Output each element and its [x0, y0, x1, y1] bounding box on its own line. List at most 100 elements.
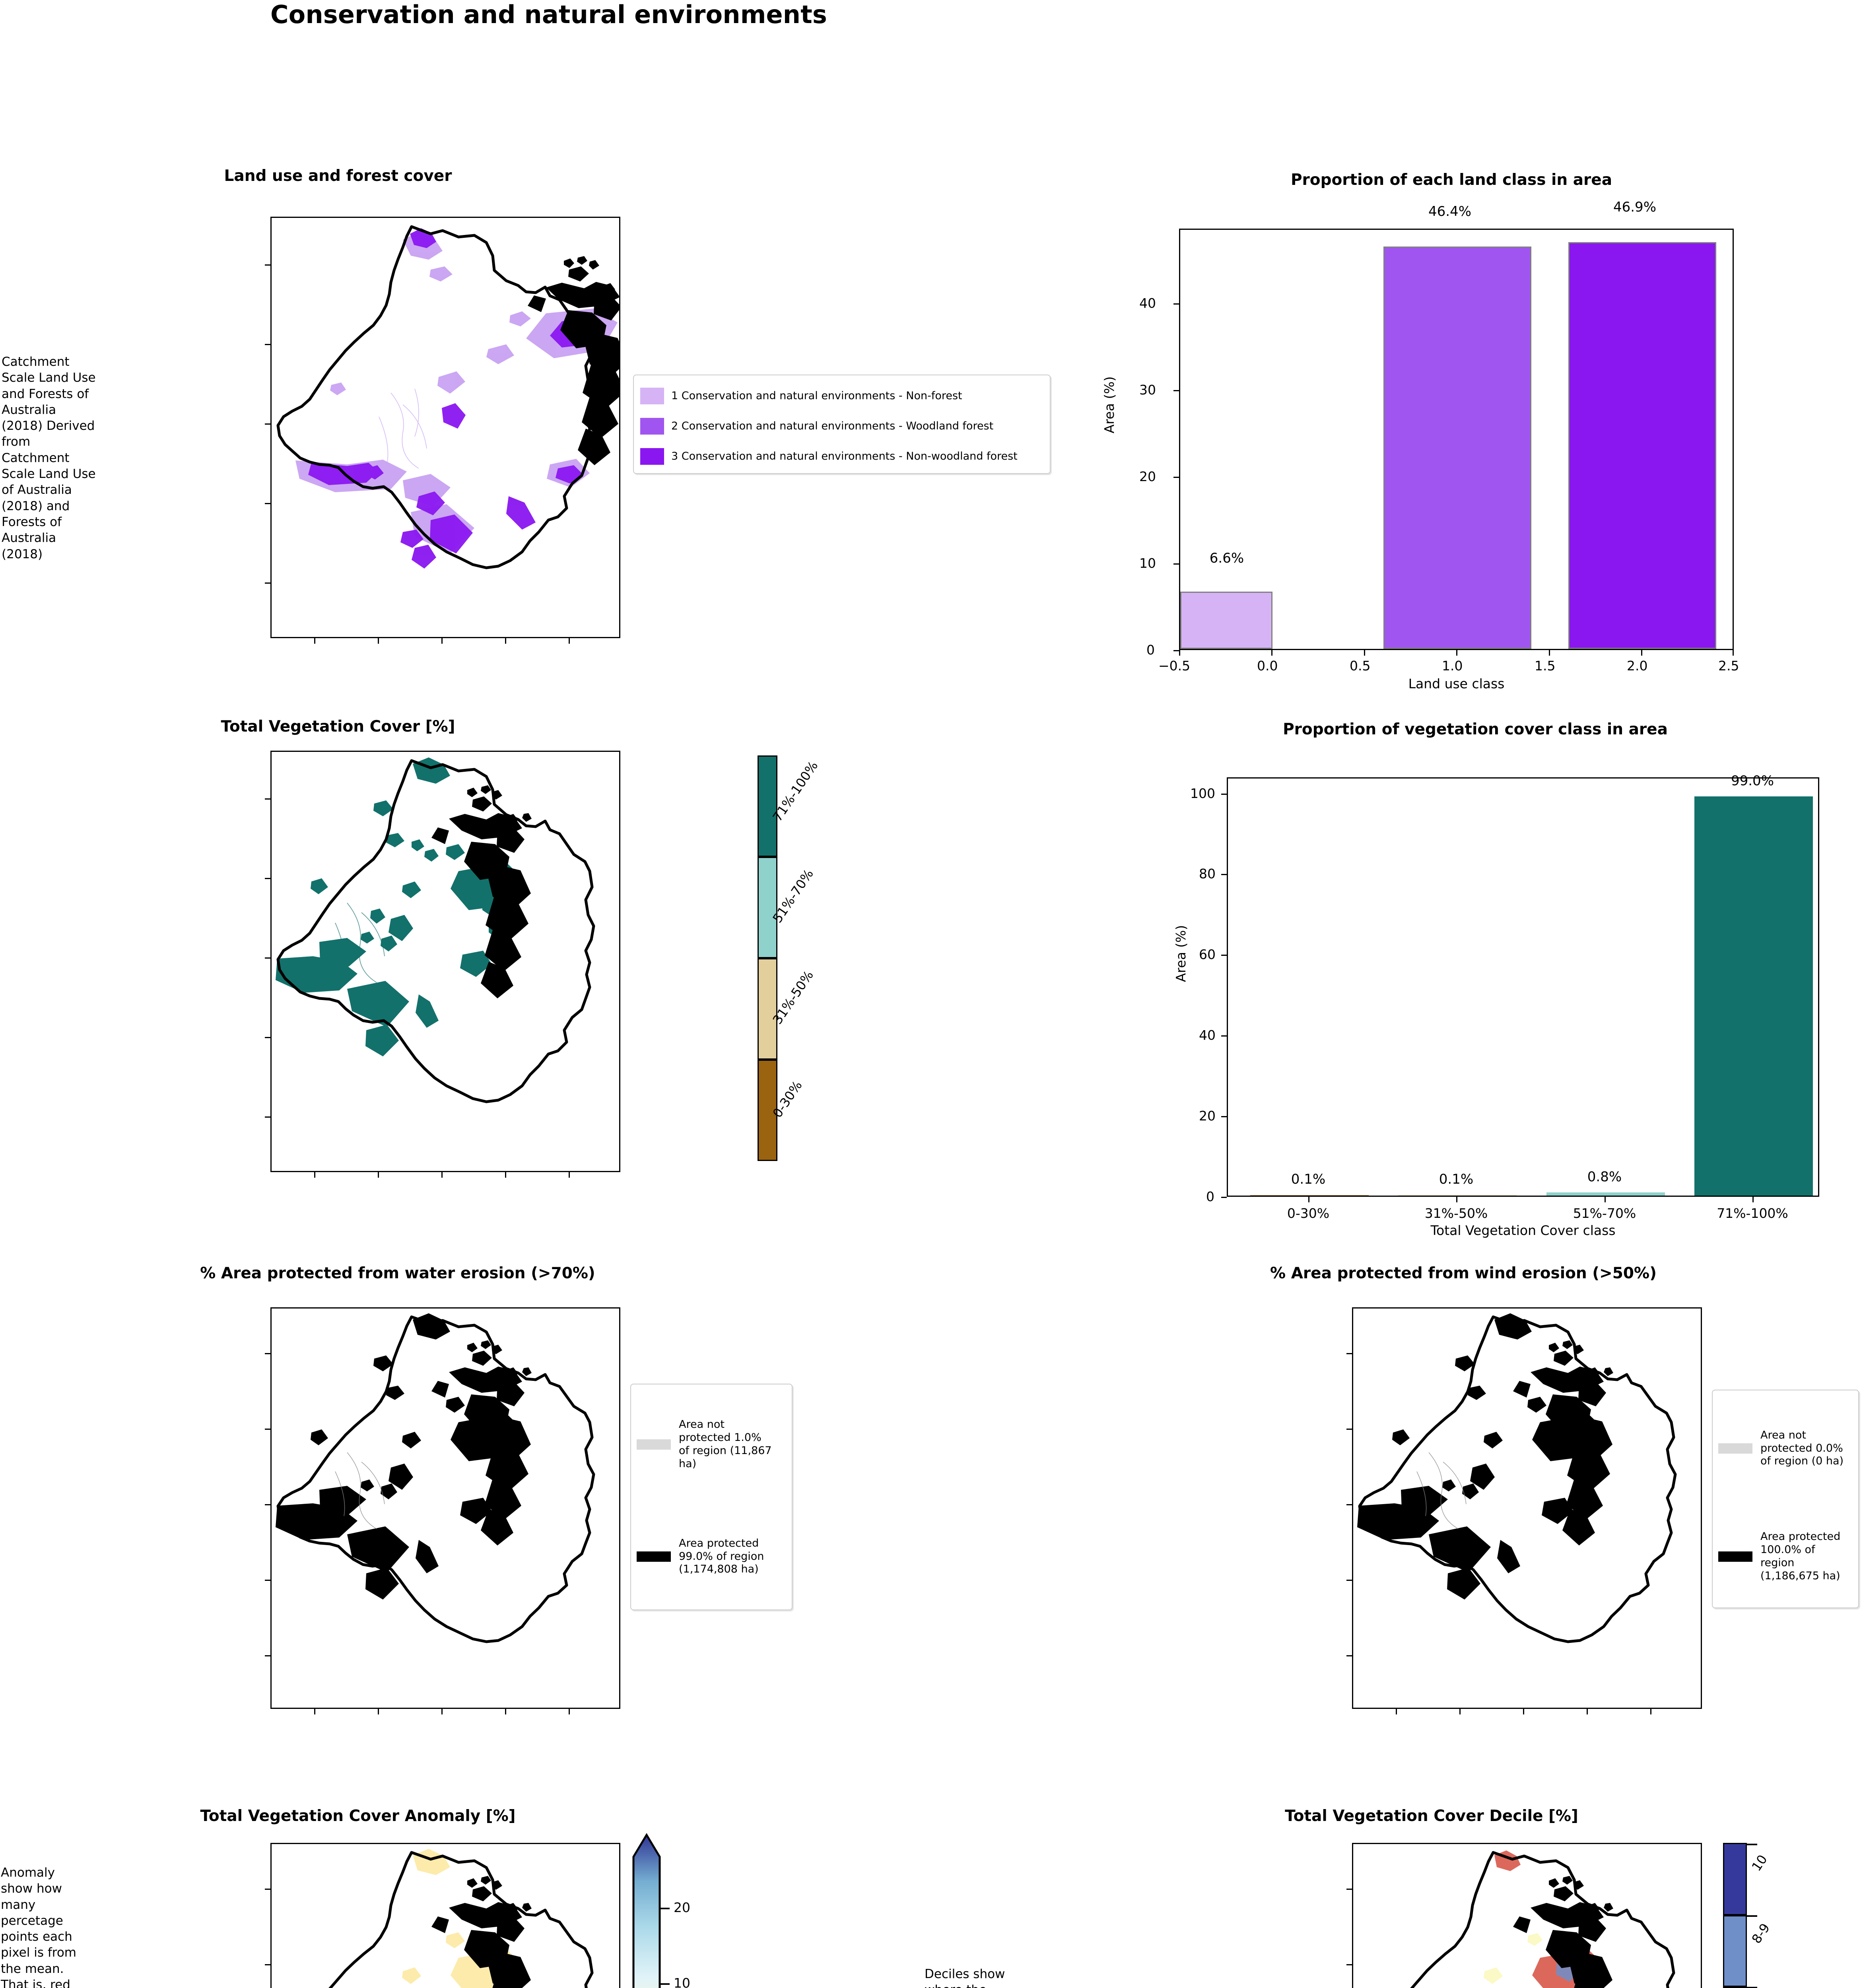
- legend-item: Area protected 100.0% of region (1,186,6…: [1718, 1503, 1853, 1611]
- legend-item: Area not protected 0.0% of region (0 ha): [1718, 1394, 1853, 1503]
- veg-cover-colorbar: 71%-100% 51%-70% 31%-50% 0-30%: [758, 755, 821, 1161]
- decile-map: [1352, 1843, 1702, 1988]
- bar-veg-class-1: [1398, 1195, 1517, 1196]
- veg-class-chart-title: Proportion of vegetation cover class in …: [1283, 720, 1668, 738]
- catchment-boundary: [276, 225, 595, 569]
- land-class-chart: [1179, 229, 1734, 650]
- xtick-0.0: 0.0: [1257, 658, 1278, 674]
- anomaly-tick-20: 20: [674, 1900, 690, 1915]
- anomaly-map-title: Total Vegetation Cover Anomaly [%]: [200, 1807, 516, 1825]
- ytick-10: 10: [1139, 555, 1156, 571]
- bar-label-veg-class-0: 0.1%: [1291, 1171, 1326, 1187]
- catchment-boundary: [276, 759, 595, 1103]
- decile-label-10: 10: [1748, 1852, 1770, 1874]
- anomaly-map-ticks: [265, 1843, 620, 1988]
- ytick-30: 30: [1139, 382, 1156, 398]
- ytick-20: 20: [1139, 469, 1156, 484]
- ytick-60: 60: [1199, 947, 1216, 962]
- legend-swatch-woodland-forest: [640, 418, 664, 435]
- veg-class-chart: [1227, 777, 1819, 1197]
- land-use-map: [270, 217, 620, 638]
- bar-veg-class-3: [1694, 796, 1813, 1196]
- bar-label-land-class-1: 46.4%: [1428, 204, 1471, 219]
- legend-label: Area not protected 0.0% of region (0 ha): [1760, 1429, 1844, 1468]
- water-erosion-map: [270, 1307, 620, 1709]
- legend-item: 3 Conservation and natural environments …: [640, 441, 1043, 472]
- legend-swatch-not-protected: [1718, 1443, 1752, 1454]
- xtick-1.5: 1.5: [1535, 658, 1556, 674]
- colorbar-band-31-50: [758, 958, 777, 1060]
- xtick-51-70: 51%-70%: [1573, 1206, 1636, 1221]
- ytick-100: 100: [1190, 786, 1215, 801]
- legend-item: Area not protected 1.0% of region (11,86…: [637, 1388, 786, 1501]
- legend-swatch-non-woodland-forest: [640, 448, 664, 465]
- water-erosion-map-title: % Area protected from water erosion (>70…: [200, 1264, 595, 1282]
- veg-class-chart-axes: 0 20 40 60 80 100 0-30% 31%-50% 51%-70% …: [1190, 777, 1819, 1221]
- wind-erosion-map-ticks: [1346, 1307, 1702, 1714]
- anomaly-colorbar: 20 10 0 −10 −20: [631, 1833, 735, 1988]
- catchment-boundary: [1410, 1851, 1675, 1988]
- anomaly-map-canvas: [328, 1849, 594, 1988]
- colorbar-band-0-30: [758, 1060, 777, 1161]
- decile-map-note: Deciles show where the pixel value lies …: [925, 1967, 1005, 1988]
- veg-cover-map-title: Total Vegetation Cover [%]: [221, 718, 455, 736]
- decile-map-ticks: [1346, 1843, 1702, 1988]
- bar-land-class-0: [1180, 592, 1272, 649]
- bar-veg-class-0: [1250, 1195, 1369, 1196]
- legend-item: Area protected 99.0% of region (1,174,80…: [637, 1501, 786, 1613]
- land-class-chart-axes: 0 10 20 30 40 −0.5 0.0 0.5 1.0 1.5 2.0 2…: [1139, 229, 1739, 674]
- bar-land-class-2: [1568, 242, 1716, 649]
- ytick-0: 0: [1146, 642, 1155, 658]
- wind-erosion-map: [1352, 1307, 1702, 1709]
- colorbar-band-4-7: [1723, 1987, 1747, 1988]
- xtick-2.5: 2.5: [1718, 658, 1739, 674]
- catchment-boundary: [328, 1851, 594, 1988]
- legend-swatch-protected: [1718, 1551, 1752, 1562]
- xtick-71-100: 71%-100%: [1717, 1206, 1788, 1221]
- wind-erosion-map-title: % Area protected from wind erosion (>50%…: [1270, 1264, 1657, 1282]
- bar-label-land-class-2: 46.9%: [1613, 199, 1656, 215]
- colorbar-band-10: [1723, 1843, 1747, 1915]
- catchment-boundary: [1358, 1315, 1677, 1643]
- legend-swatch-non-forest: [640, 388, 664, 404]
- bar-veg-class-2: [1546, 1192, 1665, 1196]
- ytick-0: 0: [1206, 1189, 1214, 1204]
- veg-class-chart-xlabel: Total Vegetation Cover class: [1430, 1223, 1616, 1238]
- legend-swatch-protected: [637, 1551, 671, 1562]
- legend-label: 2 Conservation and natural environments …: [671, 419, 994, 432]
- land-use-map-ticks: [265, 217, 620, 644]
- bar-label-veg-class-1: 0.1%: [1439, 1171, 1474, 1187]
- ytick-40: 40: [1199, 1027, 1216, 1043]
- veg-cover-map-canvas: [276, 757, 595, 1103]
- anomaly-tick-10: 10: [674, 1975, 690, 1988]
- legend-swatch-not-protected: [637, 1439, 671, 1450]
- wind-erosion-map-canvas: [1357, 1313, 1677, 1643]
- wind-erosion-legend: Area not protected 0.0% of region (0 ha)…: [1712, 1390, 1859, 1608]
- veg-cover-map: [270, 751, 620, 1172]
- xtick-0-30: 0-30%: [1287, 1206, 1330, 1221]
- land-use-map-note: Catchment Scale Land Use and Forests of …: [2, 355, 96, 561]
- land-class-chart-title: Proportion of each land class in area: [1290, 171, 1612, 189]
- xtick--0.5: −0.5: [1158, 658, 1191, 674]
- legend-item: 1 Conservation and natural environments …: [640, 381, 1043, 411]
- land-use-map-title: Land use and forest cover: [224, 167, 452, 185]
- bar-label-veg-class-2: 0.8%: [1587, 1169, 1622, 1185]
- water-erosion-legend: Area not protected 1.0% of region (11,86…: [630, 1384, 793, 1610]
- page-title: Conservation and natural environments: [270, 0, 828, 29]
- ytick-20: 20: [1199, 1108, 1216, 1124]
- land-use-legend: 1 Conservation and natural environments …: [633, 375, 1051, 474]
- decile-map-canvas: [1410, 1850, 1675, 1988]
- veg-class-chart-ylabel: Area (%): [1173, 925, 1189, 982]
- land-use-map-canvas: [276, 225, 619, 569]
- ytick-80: 80: [1199, 866, 1216, 881]
- xtick-1.0: 1.0: [1442, 658, 1463, 674]
- legend-label: 1 Conservation and natural environments …: [671, 389, 962, 402]
- xtick-31-50: 31%-50%: [1424, 1206, 1488, 1221]
- decile-map-title: Total Vegetation Cover Decile [%]: [1285, 1807, 1578, 1825]
- legend-item: 2 Conservation and natural environments …: [640, 411, 1043, 441]
- legend-label: Area protected 100.0% of region (1,186,6…: [1760, 1530, 1841, 1582]
- legend-label: 3 Conservation and natural environments …: [671, 450, 1018, 462]
- land-class-chart-ylabel: Area (%): [1101, 376, 1117, 433]
- catchment-boundary: [276, 1315, 595, 1643]
- bar-label-land-class-0: 6.6%: [1209, 550, 1244, 566]
